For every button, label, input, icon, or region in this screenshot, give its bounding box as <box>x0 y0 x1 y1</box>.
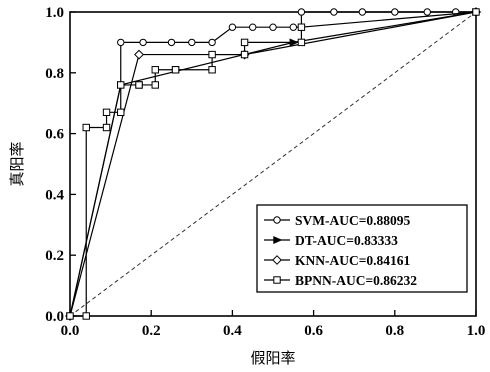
series-line <box>69 11 477 317</box>
legend-marker-circle <box>273 216 281 224</box>
y-tick-label: 0.0 <box>45 309 64 325</box>
series-point <box>208 38 216 47</box>
reference-layer <box>69 11 477 317</box>
series-point <box>208 50 216 59</box>
x-tick-label: 0.4 <box>223 323 242 339</box>
y-axis-title: 真阳率 <box>8 141 26 186</box>
series-point <box>391 8 399 16</box>
series-square <box>66 8 480 320</box>
legend-label: DT-AUC=0.83333 <box>295 233 398 248</box>
series-point <box>102 123 111 132</box>
series-point <box>117 38 125 47</box>
series-point <box>66 312 74 320</box>
series-point <box>82 123 90 132</box>
legend-marker-diamond <box>272 255 282 265</box>
series-point <box>151 66 159 74</box>
y-tick-label: 0.8 <box>45 66 64 82</box>
legend-label: SVM-AUC=0.88095 <box>295 213 411 228</box>
series-point <box>151 81 159 89</box>
series-point <box>139 38 147 47</box>
series-point <box>171 66 180 74</box>
series-point <box>167 38 176 47</box>
series-point <box>228 23 237 31</box>
series-point <box>472 8 480 16</box>
legend-label: KNN-AUC=0.84161 <box>295 253 411 268</box>
y-tick-label: 1.0 <box>45 5 64 21</box>
series-point <box>135 81 143 89</box>
series-point <box>82 312 90 320</box>
ticks-layer: 0.0 0.2 0.4 0.6 0.8 1.0 0.0 0.2 0.4 0.6 0.8 1.0 <box>45 5 485 339</box>
series-point <box>330 8 338 16</box>
series-line <box>69 11 477 317</box>
series-point <box>240 38 249 47</box>
x-axis-title: 假阳率 <box>250 349 295 367</box>
series-layer <box>65 7 482 321</box>
series-point <box>249 23 257 31</box>
series-point <box>297 8 306 16</box>
legend: SVM-AUC=0.88095 DT-AUC=0.83333 KNN-AUC=0.8… <box>256 204 468 293</box>
x-tick-label: 0.2 <box>142 323 161 339</box>
x-tick-label: 0.8 <box>385 323 404 339</box>
reference-diagonal-line <box>69 11 477 317</box>
x-tick-label: 0.6 <box>304 323 323 339</box>
x-tick-label: 1.0 <box>467 323 486 339</box>
series-point <box>208 66 216 74</box>
y-tick-label: 0.4 <box>45 187 64 203</box>
series-point <box>188 38 196 47</box>
series-point <box>117 81 125 89</box>
legend-label: BPNN-AUC=0.86232 <box>295 273 417 288</box>
legend-marker-square <box>273 276 281 284</box>
series-point <box>134 49 144 60</box>
series-point <box>117 108 125 117</box>
legend-marker-triangle-right <box>273 236 283 244</box>
series-point <box>240 50 249 59</box>
plot-frame <box>69 11 477 317</box>
series-point <box>423 8 431 16</box>
series-point <box>358 8 367 16</box>
series-point <box>297 23 306 31</box>
x-tick-label: 0.0 <box>61 323 80 339</box>
series-point <box>102 108 111 117</box>
y-tick-label: 0.2 <box>45 248 64 264</box>
y-tick-label: 0.6 <box>45 127 64 143</box>
series-point <box>269 23 277 31</box>
series-point <box>289 23 297 31</box>
legend-box <box>256 204 468 293</box>
series-point <box>297 38 306 47</box>
